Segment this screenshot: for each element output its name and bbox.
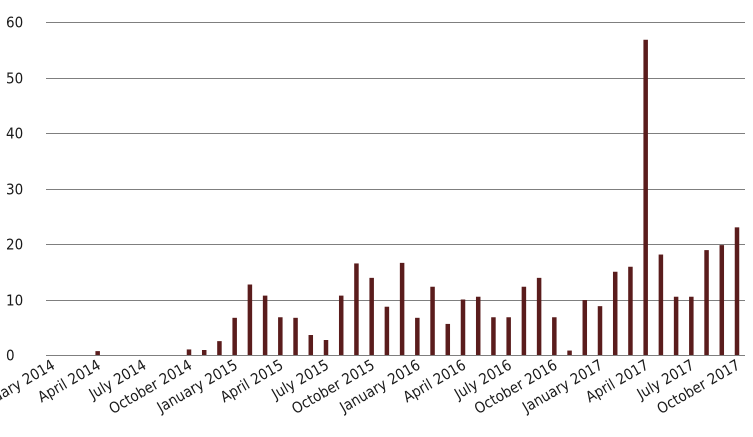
bar — [521, 286, 527, 355]
bar — [384, 306, 390, 355]
bar — [308, 335, 314, 355]
y-axis-ticks: 0 10 20 30 40 50 60 — [6, 14, 23, 365]
bar — [262, 295, 268, 355]
bar — [567, 350, 572, 355]
bar — [536, 277, 542, 355]
bar — [658, 254, 664, 355]
bar — [415, 317, 420, 355]
bar — [201, 350, 207, 355]
bar — [430, 286, 435, 355]
bar — [475, 296, 481, 355]
gridlines — [46, 22, 745, 356]
bar — [689, 296, 694, 355]
bars — [95, 39, 740, 356]
bar — [582, 300, 588, 355]
bar — [612, 271, 618, 355]
bar — [445, 323, 451, 355]
bar — [293, 317, 298, 355]
bar — [247, 284, 253, 355]
y-tick-label: 20 — [6, 236, 23, 254]
bar — [673, 296, 679, 355]
bar — [506, 317, 511, 355]
y-tick-label: 40 — [6, 125, 23, 143]
bar — [552, 317, 557, 355]
bar — [460, 299, 466, 355]
bar — [323, 340, 329, 355]
y-tick-label: 60 — [6, 14, 23, 32]
bar — [232, 317, 237, 355]
y-tick-label: 10 — [6, 292, 23, 310]
y-tick-label: 30 — [6, 181, 23, 199]
bar — [643, 39, 648, 355]
y-tick-label: 50 — [6, 70, 23, 88]
bar — [338, 295, 344, 355]
bar — [369, 277, 374, 355]
bar — [719, 245, 725, 355]
y-tick-label: 0 — [6, 347, 15, 365]
bar — [186, 349, 192, 355]
bar — [491, 317, 496, 355]
bar — [628, 266, 633, 355]
bar — [597, 306, 603, 355]
bar — [399, 262, 405, 355]
bar — [734, 227, 740, 355]
bar — [217, 341, 222, 356]
bar — [704, 250, 709, 355]
bar — [95, 351, 100, 355]
bar — [354, 263, 359, 355]
bar — [278, 317, 283, 355]
